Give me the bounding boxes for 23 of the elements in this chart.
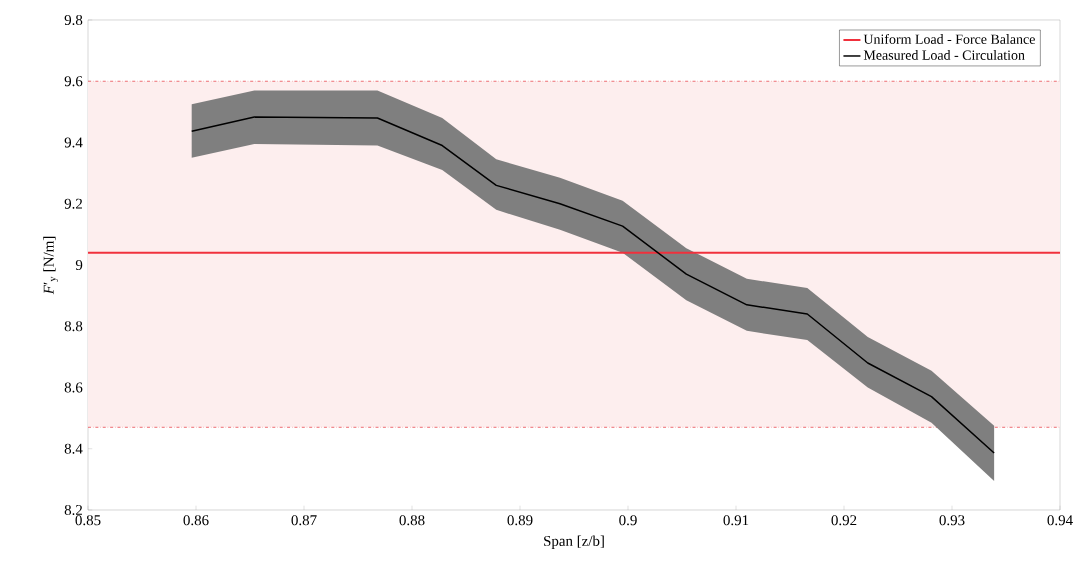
x-tick-label: 0.91 <box>723 515 749 526</box>
x-tick-label: 0.93 <box>939 515 965 526</box>
x-tick-label: 0.89 <box>507 515 533 526</box>
x-tick-label: 0.9 <box>619 515 637 526</box>
legend-label: Uniform Load - Force Balance <box>863 33 1035 44</box>
y-tick-label: 9 <box>75 259 83 270</box>
y-tick-label: 8.2 <box>64 504 82 516</box>
x-tick-label: 0.85 <box>75 515 101 526</box>
x-tick-label: 0.87 <box>291 515 317 526</box>
y-axis-title: F′$_{y}$ [N/m] <box>43 236 58 295</box>
y-tick-label: 8.8 <box>64 321 83 332</box>
y-tick-label: 8.6 <box>64 382 83 393</box>
x-tick-label: 0.92 <box>831 515 857 526</box>
y-tick-label: 9.8 <box>64 14 83 26</box>
x-tick-label: 0.86 <box>183 515 209 526</box>
y-tick-label: 8.4 <box>64 443 83 454</box>
y-tick-label: 9.6 <box>64 76 83 87</box>
y-tick-label: 9.4 <box>64 137 83 148</box>
x-axis-title: Span [z/b] <box>544 535 604 550</box>
legend-label: Measured Load - Circulation <box>863 50 1025 60</box>
x-tick-label: 0.94 <box>1047 515 1073 526</box>
x-tick-label: 0.88 <box>399 515 425 526</box>
y-tick-label: 9.2 <box>64 198 82 209</box>
